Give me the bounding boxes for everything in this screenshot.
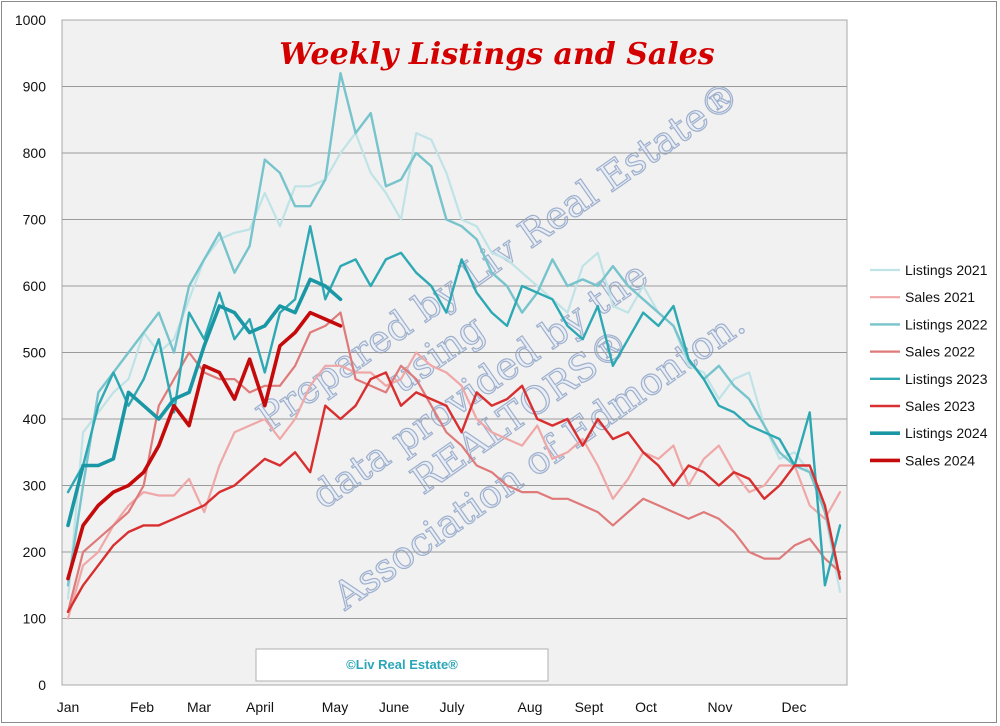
x-tick-label: Feb <box>130 699 154 715</box>
chart-title: Weekly Listings and Sales <box>279 37 714 72</box>
y-tick-label: 0 <box>38 677 46 693</box>
copyright-text: ©Liv Real Estate® <box>346 657 458 672</box>
x-tick-label: June <box>379 699 410 715</box>
copyright-box-border <box>255 648 549 682</box>
legend-label-listings-2021: Listings 2021 <box>905 262 988 278</box>
series-line-listings-2024 <box>66 277 343 528</box>
y-tick-label: 200 <box>23 544 47 560</box>
x-tick-label: Mar <box>187 699 211 715</box>
legend-label-sales-2024: Sales 2024 <box>905 452 975 468</box>
y-axis: 0 100 200 300 400 500 600 700 800 900 1000 <box>15 12 46 693</box>
x-tick-label: Oct <box>635 699 657 715</box>
x-tick-label: Jan <box>57 699 80 715</box>
y-tick-label: 700 <box>23 212 47 228</box>
series-line-listings-2022 <box>66 71 842 587</box>
series-line-listings-2021 <box>66 132 842 600</box>
legend-label-listings-2023: Listings 2023 <box>905 371 988 387</box>
y-tick-label: 1000 <box>15 12 46 28</box>
copyright-box: ©Liv Real Estate® <box>255 648 549 682</box>
legend-label-listings-2022: Listings 2022 <box>905 316 988 332</box>
x-tick-label: April <box>246 699 274 715</box>
x-tick-label: Sept <box>575 699 604 715</box>
legend-label-sales-2021: Sales 2021 <box>905 289 975 305</box>
y-tick-label: 400 <box>23 411 47 427</box>
x-tick-label: Nov <box>708 699 733 715</box>
y-tick-label: 100 <box>23 611 47 627</box>
y-tick-label: 500 <box>23 345 47 361</box>
x-tick-label: May <box>322 699 348 715</box>
series-line-listings-2023 <box>66 224 842 587</box>
legend-label-sales-2022: Sales 2022 <box>905 344 975 360</box>
series-lines <box>66 71 842 620</box>
y-tick-label: 600 <box>23 278 47 294</box>
y-tick-label: 300 <box>23 478 47 494</box>
x-tick-label: July <box>440 699 465 715</box>
series-line-sales-2021 <box>66 351 842 620</box>
legend: Listings 2021 Sales 2021 Listings 2022 Sale… <box>870 262 988 468</box>
x-tick-label: Dec <box>782 699 807 715</box>
y-tick-label: 900 <box>23 79 47 95</box>
y-tick-label: 800 <box>23 145 47 161</box>
x-tick-label: Aug <box>518 699 543 715</box>
series-line-sales-2022 <box>66 311 842 614</box>
x-axis: Jan Feb Mar April May June July Aug Sept Oct Nov De… <box>57 699 807 715</box>
legend-label-sales-2023: Sales 2023 <box>905 398 975 414</box>
series-line-sales-2023 <box>66 371 842 614</box>
series-line-sales-2024 <box>66 310 343 581</box>
legend-label-listings-2024: Listings 2024 <box>905 425 988 441</box>
